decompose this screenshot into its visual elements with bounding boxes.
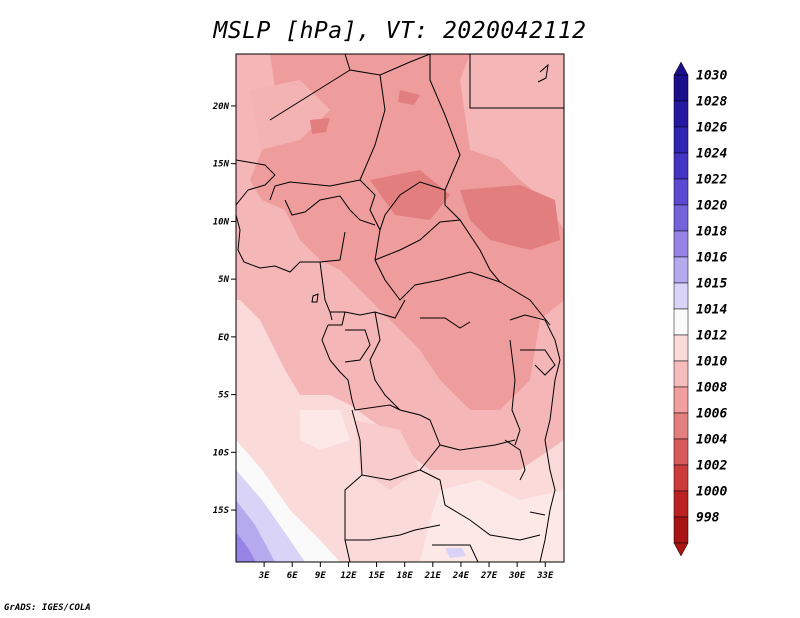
colorbar-swatch: [673, 464, 689, 492]
colorbar-swatch: [673, 204, 689, 232]
lon-tick-label: 33E: [536, 571, 554, 581]
lon-tick-label: 18E: [397, 571, 414, 581]
colorbar-swatch: [673, 490, 689, 518]
lat-tick-label: 15S: [213, 506, 230, 516]
lon-tick-label: 24E: [452, 571, 470, 581]
colorbar-swatch: [673, 282, 689, 310]
colorbar-label: 1018: [696, 225, 727, 240]
lon-tick-label: 9E: [315, 571, 326, 581]
colorbar-swatch: [673, 230, 689, 258]
grads-credit: GrADS: IGES/COLA: [4, 603, 91, 613]
colorbar: 1030 1028 1026 1024 1022 1020 1018 1016 1015 1014…: [673, 61, 727, 557]
colorbar-swatch: [673, 386, 689, 414]
colorbar-label: 1006: [696, 407, 727, 422]
colorbar-swatch: [673, 74, 689, 102]
colorbar-label: 1014: [696, 303, 727, 318]
colorbar-swatch: [673, 126, 689, 154]
colorbar-label: 1015: [696, 277, 727, 292]
map-title: MSLP [hPa], VT: 2020042112: [213, 18, 587, 44]
lon-tick-label: 30E: [508, 571, 526, 581]
colorbar-label: 1028: [696, 95, 727, 110]
colorbar-swatch: [673, 178, 689, 206]
lat-tick-label: 15N: [213, 160, 230, 170]
map-frame: [235, 53, 565, 563]
colorbar-label: 1030: [696, 69, 727, 84]
colorbar-label: 1002: [696, 459, 727, 474]
lon-tick-label: 12E: [340, 571, 357, 581]
lat-tick-label: 5N: [218, 275, 229, 285]
colorbar-swatch: [673, 152, 689, 180]
lon-tick-label: 27E: [480, 571, 498, 581]
lon-tick-label: 15E: [368, 571, 385, 581]
lat-tick-label: 10N: [213, 217, 230, 227]
colorbar-label: 1010: [696, 355, 727, 370]
colorbar-top-triangle: [673, 61, 689, 76]
lon-tick-label: 3E: [258, 571, 270, 581]
shade-1008: [250, 54, 564, 410]
colorbar-label: 1020: [696, 199, 727, 214]
colorbar-label: 1004: [696, 433, 727, 448]
colorbar-swatch: [673, 308, 689, 336]
lat-tick-label: EQ: [218, 333, 229, 343]
colorbar-label: 1026: [696, 121, 727, 136]
colorbar-label: 1008: [696, 381, 727, 396]
colorbar-swatch: [673, 256, 689, 284]
lat-tick-label: 20N: [212, 102, 230, 112]
lon-tick-label: 21E: [424, 571, 442, 581]
lat-tick-label: 5S: [218, 391, 229, 401]
colorbar-label: 1000: [696, 485, 727, 500]
colorbar-swatch: [673, 438, 689, 466]
country-borders: [236, 54, 564, 562]
colorbar-label: 1022: [696, 173, 727, 188]
colorbar-swatch: [673, 334, 689, 362]
colorbar-swatch: [673, 360, 689, 388]
colorbar-swatch: [673, 516, 689, 544]
shade-1018: [236, 532, 256, 562]
colorbar-swatch: [673, 100, 689, 128]
axis-ticks: 3E 6E 9E 12E 15E 18E 21E 24E 27E 30E 33E 20N 15N 10N 5…: [212, 102, 554, 581]
colorbar-swatch: [673, 412, 689, 440]
colorbar-label: 1024: [696, 147, 727, 162]
colorbar-label: 1016: [696, 251, 727, 266]
colorbar-label: 1012: [696, 329, 727, 344]
lat-tick-label: 10S: [213, 448, 230, 458]
shade-1006: [370, 170, 450, 220]
colorbar-bottom-triangle: [673, 542, 689, 557]
lon-tick-label: 6E: [287, 571, 298, 581]
colorbar-label: 998: [696, 511, 720, 526]
